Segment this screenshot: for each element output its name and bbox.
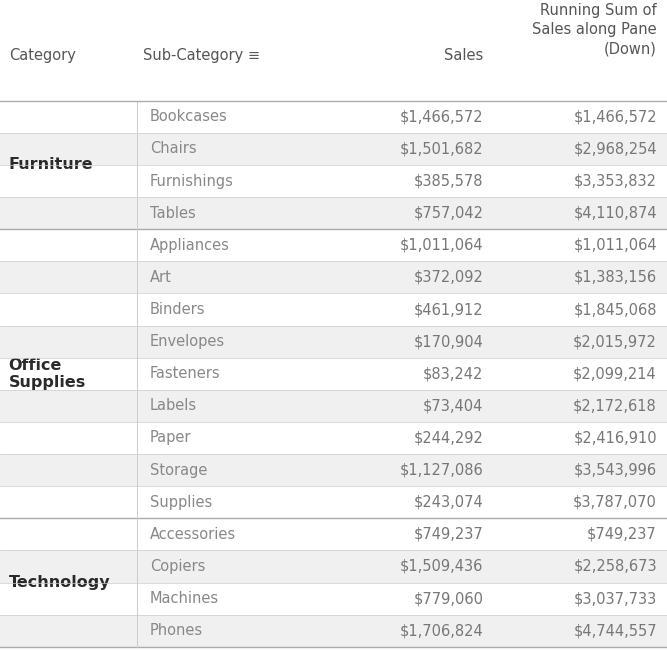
Text: Running Sum of
Sales along Pane
(Down): Running Sum of Sales along Pane (Down) [532, 3, 657, 57]
Text: $1,466,572: $1,466,572 [400, 109, 484, 124]
Text: $757,042: $757,042 [414, 205, 484, 220]
Text: $2,258,673: $2,258,673 [574, 559, 657, 574]
Bar [0, 486, 667, 518]
Text: $170,904: $170,904 [414, 334, 484, 349]
Bar [0, 454, 667, 486]
Text: $73,404: $73,404 [423, 398, 484, 413]
Text: $1,509,436: $1,509,436 [400, 559, 484, 574]
Text: $372,092: $372,092 [414, 270, 484, 285]
Text: $243,074: $243,074 [414, 495, 484, 510]
Bar [0, 0, 667, 101]
Bar [0, 326, 667, 358]
Text: $2,968,254: $2,968,254 [574, 142, 657, 157]
Bar [0, 390, 667, 422]
Text: Accessories: Accessories [150, 527, 236, 542]
Text: Fasteners: Fasteners [150, 366, 221, 382]
Text: $1,501,682: $1,501,682 [400, 142, 484, 157]
Text: Office
Supplies: Office Supplies [9, 358, 86, 390]
Text: $461,912: $461,912 [414, 302, 484, 317]
Text: $2,416,910: $2,416,910 [574, 430, 657, 445]
Text: Tables: Tables [150, 205, 196, 220]
Bar [0, 551, 667, 582]
Text: $3,787,070: $3,787,070 [573, 495, 657, 510]
Bar [0, 582, 667, 615]
Text: $2,172,618: $2,172,618 [573, 398, 657, 413]
Text: Binders: Binders [150, 302, 205, 317]
Text: $2,015,972: $2,015,972 [573, 334, 657, 349]
Text: $83,242: $83,242 [423, 366, 484, 382]
Text: Furnishings: Furnishings [150, 174, 234, 188]
Text: $1,127,086: $1,127,086 [400, 463, 484, 478]
Text: Sub-Category ≡: Sub-Category ≡ [143, 48, 261, 63]
Text: Chairs: Chairs [150, 142, 197, 157]
Text: $4,744,557: $4,744,557 [574, 623, 657, 638]
Text: $1,706,824: $1,706,824 [400, 623, 484, 638]
Text: Phones: Phones [150, 623, 203, 638]
Bar [0, 422, 667, 454]
Text: $749,237: $749,237 [414, 527, 484, 542]
Text: $4,110,874: $4,110,874 [574, 205, 657, 220]
Text: Furniture: Furniture [9, 157, 93, 172]
Text: Storage: Storage [150, 463, 207, 478]
Bar [0, 197, 667, 229]
Bar [0, 293, 667, 326]
Text: Paper: Paper [150, 430, 191, 445]
Bar [0, 165, 667, 197]
Bar [0, 358, 667, 390]
Text: Supplies: Supplies [150, 495, 212, 510]
Text: $1,845,068: $1,845,068 [574, 302, 657, 317]
Text: $1,011,064: $1,011,064 [574, 238, 657, 253]
Text: Copiers: Copiers [150, 559, 205, 574]
Text: Labels: Labels [150, 398, 197, 413]
Text: Envelopes: Envelopes [150, 334, 225, 349]
Text: $1,383,156: $1,383,156 [574, 270, 657, 285]
Bar [0, 615, 667, 647]
Text: $3,543,996: $3,543,996 [574, 463, 657, 478]
Bar [0, 229, 667, 261]
Text: Appliances: Appliances [150, 238, 230, 253]
Text: $749,237: $749,237 [587, 527, 657, 542]
Text: Sales: Sales [444, 48, 484, 63]
Text: Bookcases: Bookcases [150, 109, 228, 124]
Bar [0, 101, 667, 133]
Text: $244,292: $244,292 [414, 430, 484, 445]
Text: $385,578: $385,578 [414, 174, 484, 188]
Bar [0, 133, 667, 165]
Text: Machines: Machines [150, 591, 219, 606]
Text: $3,353,832: $3,353,832 [574, 174, 657, 188]
Text: $1,466,572: $1,466,572 [574, 109, 657, 124]
Text: $3,037,733: $3,037,733 [574, 591, 657, 606]
Text: $1,011,064: $1,011,064 [400, 238, 484, 253]
Text: Category: Category [9, 48, 75, 63]
Text: Technology: Technology [9, 575, 110, 590]
Text: $2,099,214: $2,099,214 [573, 366, 657, 382]
Text: Art: Art [150, 270, 172, 285]
Bar [0, 261, 667, 293]
Bar [0, 518, 667, 551]
Text: $779,060: $779,060 [414, 591, 484, 606]
